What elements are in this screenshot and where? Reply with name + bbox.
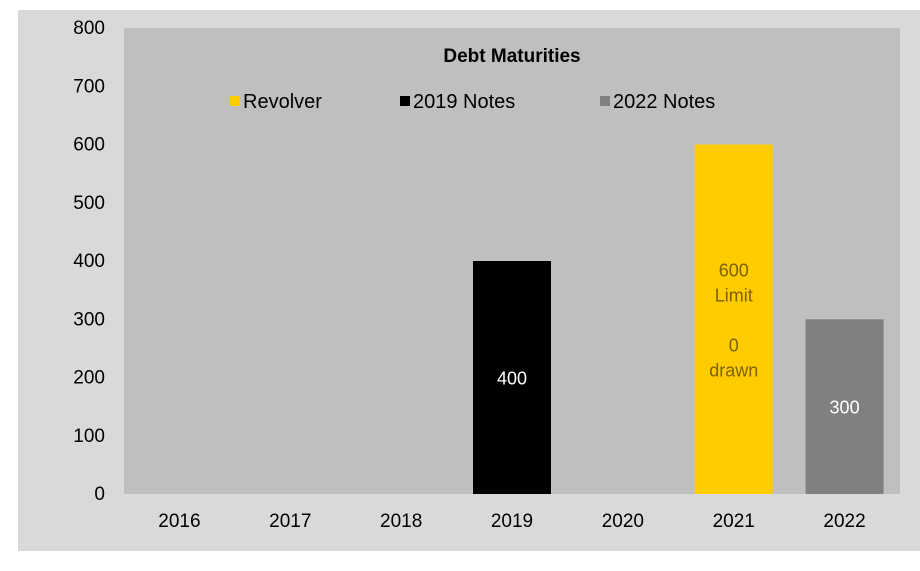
y-axis: 0 100 200 300 400 500 600 700 800 (73, 18, 105, 505)
y-tick-label: 400 (73, 251, 105, 272)
x-axis: 2016 2017 2018 2019 2020 2021 2022 (158, 511, 865, 532)
y-tick-label: 600 (73, 135, 105, 156)
data-label: 300 (830, 398, 860, 418)
bar-revolver (694, 144, 773, 494)
y-tick-label: 200 (73, 368, 105, 389)
legend-label-2019-notes: 2019 Notes (413, 91, 515, 113)
x-tick-label: 2018 (380, 511, 422, 532)
legend-swatch-revolver (230, 96, 240, 106)
data-label: Limit (715, 285, 753, 305)
x-tick-label: 2017 (269, 511, 311, 532)
y-tick-label: 0 (94, 484, 105, 505)
legend-label-revolver: Revolver (243, 91, 322, 113)
x-tick-label: 2022 (823, 511, 865, 532)
chart-frame: 0 100 200 300 400 500 600 700 800 2016 2017 2018 20… (18, 10, 920, 551)
y-tick-label: 300 (73, 309, 105, 330)
x-tick-label: 2021 (713, 511, 755, 532)
x-tick-label: 2019 (491, 511, 533, 532)
x-tick-label: 2016 (158, 511, 200, 532)
data-label: 0 (729, 335, 739, 355)
y-tick-label: 700 (73, 76, 105, 97)
y-tick-label: 800 (73, 18, 105, 39)
data-label: drawn (709, 360, 758, 380)
y-tick-label: 500 (73, 193, 105, 214)
bar-2022-notes (805, 319, 884, 494)
data-label: 400 (497, 369, 527, 389)
legend: Revolver 2019 Notes 2022 Notes (230, 91, 715, 113)
legend-label-2022-notes: 2022 Notes (613, 91, 715, 113)
bar-2019-notes (473, 261, 551, 494)
y-tick-label: 100 (73, 426, 105, 447)
legend-swatch-2022-notes (600, 96, 610, 106)
legend-swatch-2019-notes (400, 96, 410, 106)
bar-labels: 600 Limit 0 drawn 400 300 (497, 260, 860, 417)
chart-title: Debt Maturities (443, 46, 580, 67)
bars (473, 144, 884, 494)
data-label: 600 (719, 260, 749, 280)
x-tick-label: 2020 (602, 511, 644, 532)
